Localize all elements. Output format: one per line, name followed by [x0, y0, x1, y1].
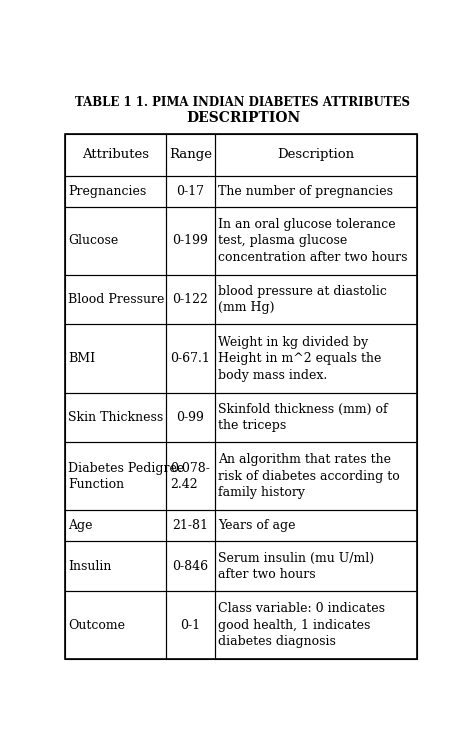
Text: Years of age: Years of age [218, 519, 295, 533]
Bar [215, 207, 417, 275]
Text: An algorithm that rates the
risk of diabetes according to
family history: An algorithm that rates the risk of diab… [218, 454, 400, 499]
Text: Blood Pressure: Blood Pressure [68, 293, 165, 306]
Bar [166, 392, 215, 442]
Text: The number of pregnancies: The number of pregnancies [218, 184, 393, 198]
Text: 0-199: 0-199 [173, 234, 208, 247]
Text: Skinfold thickness (mm) of
the triceps: Skinfold thickness (mm) of the triceps [218, 403, 388, 432]
Text: Pregnancies: Pregnancies [68, 184, 146, 198]
Bar [166, 275, 215, 325]
Bar [215, 134, 417, 175]
Bar [65, 542, 166, 591]
Text: Glucose: Glucose [68, 234, 118, 247]
Bar [215, 325, 417, 392]
Bar [215, 175, 417, 207]
Text: 0-846: 0-846 [172, 560, 209, 573]
Bar [65, 325, 166, 392]
Bar [65, 392, 166, 442]
Bar [65, 510, 166, 542]
Text: 0-67.1: 0-67.1 [171, 352, 210, 365]
Text: 0-17: 0-17 [176, 184, 204, 198]
Bar [65, 207, 166, 275]
Text: Skin Thickness: Skin Thickness [68, 411, 164, 424]
Text: In an oral glucose tolerance
test, plasma glucose
concentration after two hours: In an oral glucose tolerance test, plasm… [218, 218, 408, 263]
Bar [166, 542, 215, 591]
Text: Age: Age [68, 519, 93, 533]
Text: Serum insulin (mu U/ml)
after two hours: Serum insulin (mu U/ml) after two hours [218, 551, 374, 581]
Text: DESCRIPTION: DESCRIPTION [186, 111, 300, 125]
Text: Diabetes Pedigree
Function: Diabetes Pedigree Function [68, 462, 185, 491]
Text: blood pressure at diastolic
(mm Hg): blood pressure at diastolic (mm Hg) [218, 285, 387, 314]
Text: Insulin: Insulin [68, 560, 112, 573]
Bar [166, 325, 215, 392]
Bar [215, 542, 417, 591]
Bar [215, 510, 417, 542]
Text: 0-99: 0-99 [176, 411, 204, 424]
Text: 0-122: 0-122 [173, 293, 208, 306]
Text: 0.078-
2.42: 0.078- 2.42 [171, 462, 210, 491]
Bar [166, 207, 215, 275]
Bar [166, 591, 215, 659]
Bar [65, 275, 166, 325]
Bar [65, 442, 166, 510]
Bar [215, 442, 417, 510]
Bar [166, 442, 215, 510]
Bar [215, 591, 417, 659]
Text: Description: Description [278, 148, 355, 161]
Bar [166, 175, 215, 207]
Text: Class variable: 0 indicates
good health, 1 indicates
diabetes diagnosis: Class variable: 0 indicates good health,… [218, 602, 385, 648]
Text: Range: Range [169, 148, 212, 161]
Bar [65, 591, 166, 659]
Bar [166, 510, 215, 542]
Bar [65, 134, 166, 175]
Text: Attributes: Attributes [82, 148, 149, 161]
Bar [166, 134, 215, 175]
Bar [65, 175, 166, 207]
Text: Outcome: Outcome [68, 618, 126, 632]
Bar [215, 392, 417, 442]
Text: 21-81: 21-81 [173, 519, 209, 533]
Text: TABLE 1 1. PIMA INDIAN DIABETES ATTRIBUTES: TABLE 1 1. PIMA INDIAN DIABETES ATTRIBUT… [75, 95, 410, 109]
Text: BMI: BMI [68, 352, 96, 365]
Text: 0-1: 0-1 [180, 618, 201, 632]
Text: Weight in kg divided by
Height in m^2 equals the
body mass index.: Weight in kg divided by Height in m^2 eq… [218, 336, 381, 381]
Bar [215, 275, 417, 325]
